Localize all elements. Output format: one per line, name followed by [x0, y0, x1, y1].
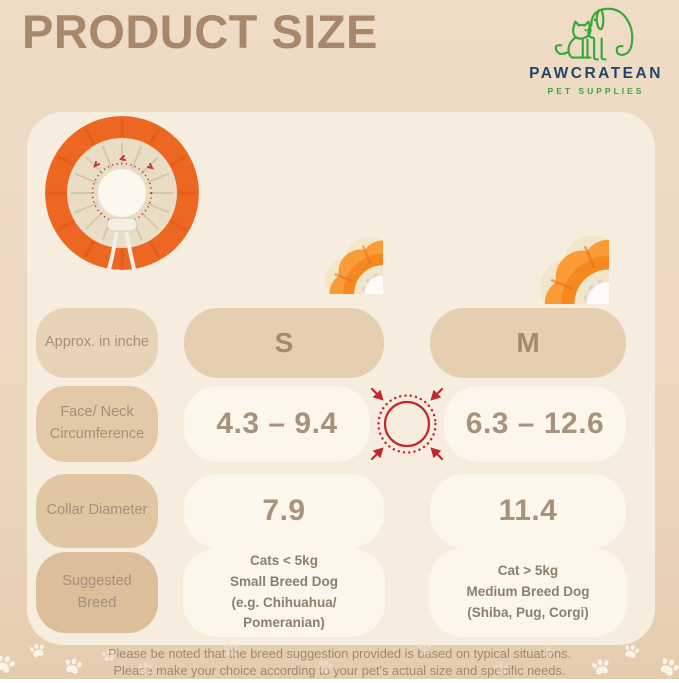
value-diameter-s: 7.9: [184, 474, 384, 548]
row-label-circumference: Face/ Neck Circumference: [36, 386, 158, 462]
footer-notes: Please be noted that the breed suggestio…: [0, 646, 679, 679]
row-label-breed: Suggested Breed: [36, 552, 158, 633]
dog-and-cat-icon: [554, 7, 634, 61]
paw-print-icon: [415, 639, 436, 660]
row-label-diameter: Collar Diameter: [36, 474, 158, 548]
value-diameter-m: 11.4: [430, 474, 626, 548]
column-header-m: M: [430, 308, 626, 378]
value-breed-m: Cat > 5kg Medium Breed Dog (Shiba, Pug, …: [429, 548, 627, 637]
drawstring-collar-photo: [45, 116, 199, 270]
brand-tagline: PET SUPPLIES: [547, 86, 645, 96]
collar-size-m-photo: [417, 112, 609, 304]
column-header-s: S: [184, 308, 384, 378]
brand-logo: PAWCRATEAN PET SUPPLIES: [523, 2, 669, 96]
paw-print-icon: [99, 646, 118, 665]
paw-print-icon: [135, 659, 155, 679]
brand-name: PAWCRATEAN: [529, 65, 663, 82]
value-breed-s: Cats < 5kg Small Breed Dog (e.g. Chihuah…: [183, 548, 385, 637]
neck-circumference-icon: [370, 387, 444, 461]
size-chart-card: Approx. in inche S M Face/ Neck Circumfe…: [27, 112, 655, 645]
note-line-1: Please be noted that the breed suggestio…: [107, 646, 572, 661]
collar-size-s-photo: [223, 134, 383, 294]
paw-print-icon: [60, 653, 86, 679]
value-circumference-m: 6.3 – 12.6: [444, 386, 626, 462]
paw-print-icon: [492, 660, 510, 678]
note-line-2: Please make your choice according to you…: [113, 662, 566, 678]
page-title: PRODUCT SIZE: [22, 5, 378, 58]
unit-label: Approx. in inche: [36, 308, 158, 378]
paw-print-icon: [222, 641, 240, 659]
value-circumference-s: 4.3 – 9.4: [184, 386, 370, 462]
paw-print-icon: [588, 654, 614, 680]
